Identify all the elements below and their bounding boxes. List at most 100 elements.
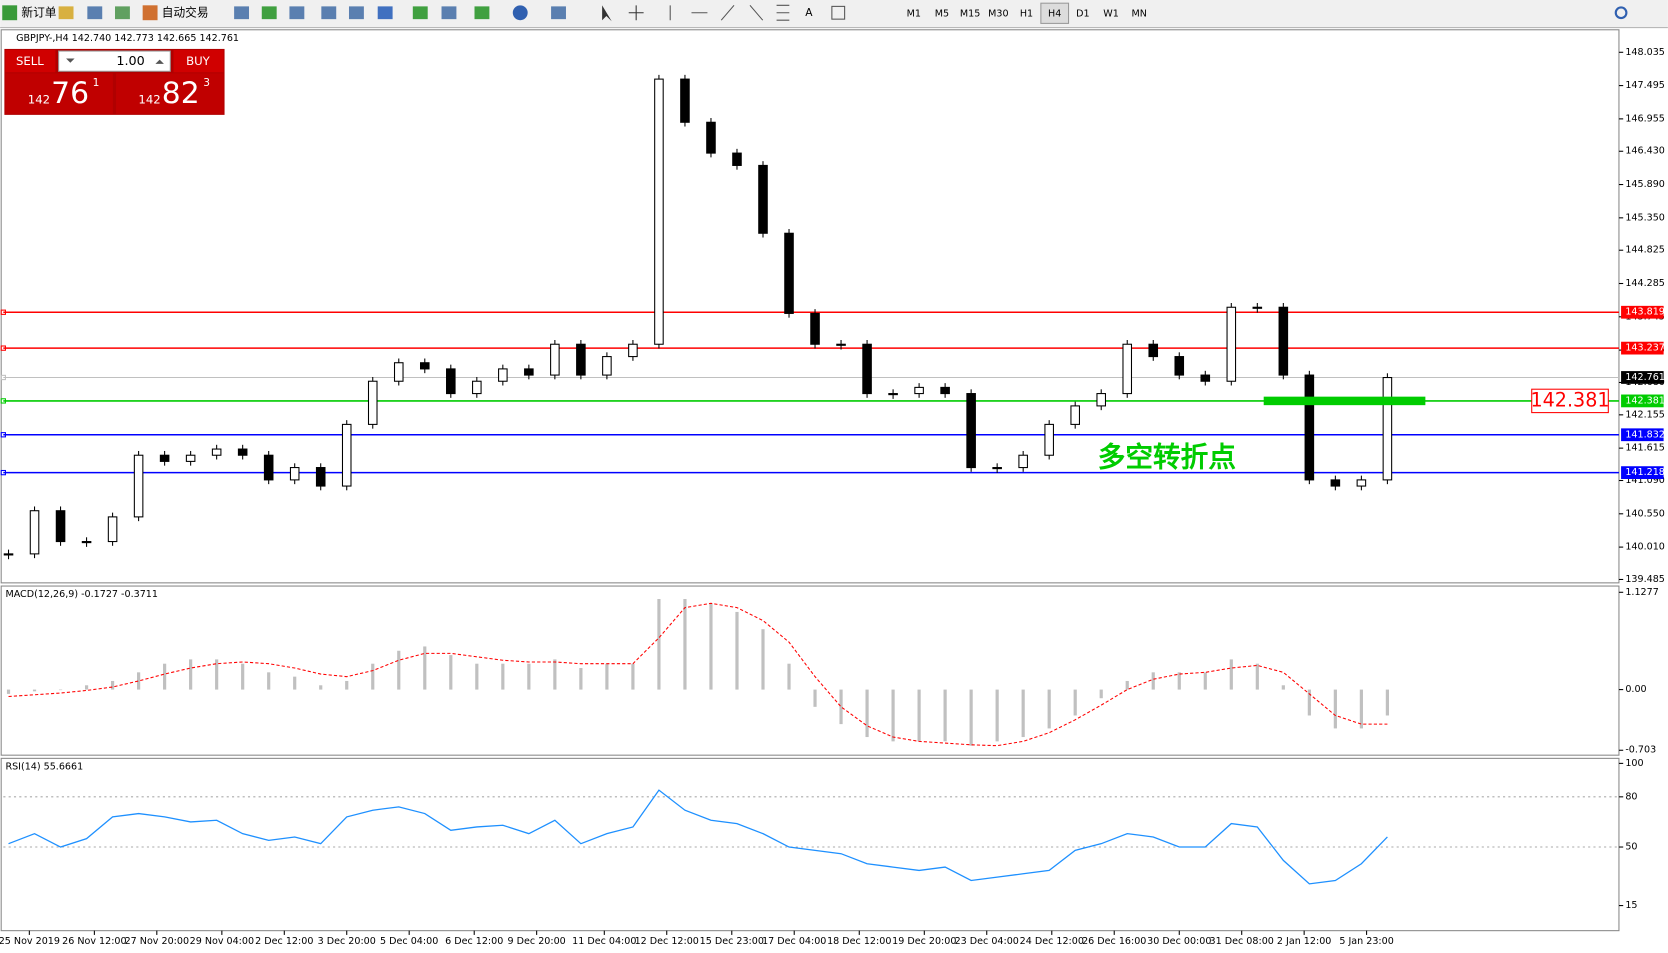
candle <box>1044 423 1054 456</box>
y-tick-label: 146.955 <box>1625 113 1665 124</box>
x-tick-label: 17 Dec 04:00 <box>762 936 826 947</box>
auto-trading-icon[interactable] <box>142 5 158 21</box>
y-tick-label: 140.010 <box>1625 542 1665 553</box>
macd-bar <box>371 663 375 690</box>
candle <box>1252 306 1263 309</box>
candle <box>602 356 612 376</box>
macd-bar <box>1359 689 1363 729</box>
timeframe-button[interactable]: M15 <box>960 8 980 19</box>
candle <box>1200 374 1211 382</box>
candle <box>1356 479 1367 487</box>
timeframe-button[interactable]: H1 <box>1020 8 1033 19</box>
timeframe-button[interactable]: D1 <box>1076 8 1089 19</box>
price-label-bg <box>1621 394 1664 408</box>
candle <box>133 454 144 518</box>
macd-bar <box>267 672 271 690</box>
macd-bar <box>84 685 89 690</box>
buy-price-box[interactable] <box>116 73 224 114</box>
rsi-panel <box>0 757 1620 932</box>
candle <box>706 121 716 154</box>
new-order-button[interactable]: 新订单 <box>21 5 56 19</box>
candle <box>1018 454 1028 469</box>
buy-price-main: 82 <box>162 76 200 111</box>
macd-bar <box>1099 689 1103 699</box>
x-tick-label: 26 Nov 12:00 <box>62 936 126 947</box>
macd-bar <box>241 663 245 690</box>
one-click-trading: SELL 1.00 BUY 142 76 1 142 82 3 <box>4 48 225 115</box>
timeframe-button[interactable]: MN <box>1132 8 1147 19</box>
x-tick-label: 27 Nov 20:00 <box>125 936 189 947</box>
price-label: 143.819 <box>1625 307 1665 318</box>
level-callout-box <box>1531 388 1609 414</box>
candle <box>966 393 976 469</box>
y-tick-label: 146.430 <box>1625 146 1665 157</box>
buy-button[interactable] <box>173 49 224 73</box>
x-tick-label: 2 Jan 12:00 <box>1277 936 1331 947</box>
x-tick-label: 3 Dec 20:00 <box>318 936 376 947</box>
x-tick-label: 6 Dec 12:00 <box>445 936 503 947</box>
auto-trading-button[interactable]: 自动交易 <box>162 5 209 19</box>
lots-input[interactable] <box>58 50 171 72</box>
x-tick-label: 15 Dec 23:00 <box>700 936 764 947</box>
y-tick-label: 142.155 <box>1625 409 1665 420</box>
price-label-bg <box>1621 466 1664 479</box>
new-order-icon[interactable] <box>2 5 18 21</box>
lots-value[interactable]: 1.00 <box>116 54 144 69</box>
timeframe-button[interactable]: H4 <box>1048 8 1061 19</box>
candle <box>315 467 326 487</box>
candle <box>289 467 300 481</box>
buy-label[interactable]: BUY <box>186 54 211 68</box>
indicator-title: GBPJPY-,H4 142.740 142.773 142.665 142.7… <box>16 33 239 44</box>
timeframe-button[interactable]: W1 <box>1103 8 1119 19</box>
x-tick-label: 26 Dec 16:00 <box>1082 936 1146 947</box>
sell-price-box[interactable] <box>5 73 113 114</box>
indicator-title: MACD(12,26,9) -0.1727 -0.3711 <box>5 589 158 600</box>
active-timeframe[interactable] <box>1040 2 1070 24</box>
x-tick-label: 23 Dec 04:00 <box>955 936 1019 947</box>
candle <box>680 78 690 123</box>
timeframe-button[interactable]: M5 <box>935 8 949 19</box>
macd-bar <box>137 672 141 690</box>
candle <box>472 380 482 395</box>
candle <box>419 362 430 370</box>
sell-price-small: 1 <box>93 76 100 89</box>
candle <box>940 386 950 395</box>
y-tick-label: 144.825 <box>1625 245 1665 256</box>
y-tick-label: 148.035 <box>1625 47 1665 58</box>
line-handle <box>0 398 6 404</box>
x-tick-label: 25 Nov 2019 <box>0 936 60 947</box>
candle <box>550 343 560 376</box>
buy-price-small: 3 <box>203 76 210 89</box>
macd-bar <box>319 685 323 690</box>
macd-bar <box>189 659 193 690</box>
macd-bar <box>839 689 843 725</box>
y-tick-label: 145.890 <box>1625 179 1665 190</box>
timeframe-button[interactable]: M1 <box>907 8 921 19</box>
candle <box>1148 343 1159 358</box>
line-handle <box>0 345 6 351</box>
line-handle <box>0 374 6 381</box>
macd-bar <box>397 650 401 690</box>
y-tick-label: 15 <box>1625 900 1637 911</box>
candle <box>628 343 638 358</box>
price-label-bg <box>1621 305 1664 319</box>
x-tick-label: 24 Dec 12:00 <box>1020 936 1084 947</box>
y-tick-label: 141.090 <box>1625 475 1665 486</box>
indicator-title: RSI(14) 55.6661 <box>5 761 83 772</box>
sell-label[interactable]: SELL <box>16 54 44 68</box>
timeframe-button[interactable]: M30 <box>988 8 1008 19</box>
macd-bar <box>1073 689 1077 716</box>
macd-bar <box>943 689 947 742</box>
macd-bar <box>449 655 453 690</box>
level-callout: 142.381 <box>1530 388 1609 411</box>
candle <box>1382 377 1393 481</box>
candle <box>1330 479 1341 487</box>
line-handle <box>0 309 6 315</box>
x-tick-label: 18 Dec 12:00 <box>827 936 891 947</box>
candle <box>784 232 794 314</box>
candle <box>888 393 898 396</box>
macd-bar <box>6 689 11 694</box>
sell-button[interactable] <box>5 49 56 73</box>
y-tick-label: 144.285 <box>1625 278 1665 289</box>
